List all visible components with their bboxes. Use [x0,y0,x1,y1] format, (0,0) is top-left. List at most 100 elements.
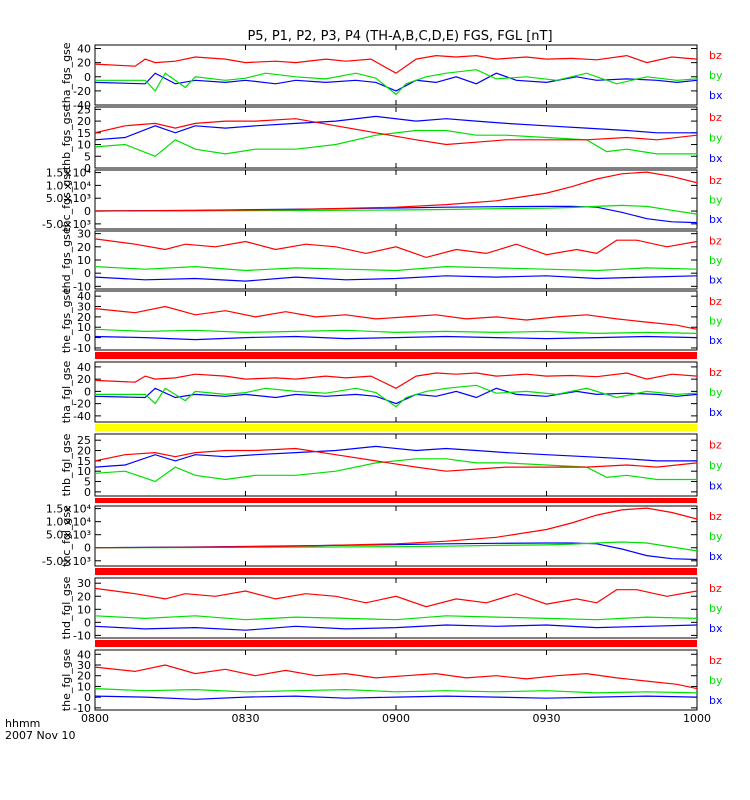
series-line-bz [95,171,697,212]
x-tick-label: 0930 [533,712,561,725]
legend-bz: bz [709,49,722,62]
panel-frame [94,44,698,106]
time-axis-date: 2007 Nov 10 [5,729,75,742]
legend-bz: bz [709,510,722,523]
y-tick-label: 40 [77,361,91,374]
y-tick-label: 25 [77,434,91,447]
legend-bz: bz [709,235,722,248]
panel-frame [94,577,698,639]
panel-frame [94,290,698,351]
series-group [95,664,697,700]
legend-bz: bz [709,654,722,667]
y-tick-label: 40 [77,43,91,56]
separator-bar [95,498,697,503]
y-tick-label: 20 [77,57,91,70]
y-tick-label: 20 [77,115,91,128]
series-line-bz [95,507,697,549]
y-tick-label: 1.0×10⁴ [46,516,92,529]
series-line-by [95,265,697,272]
y-axis-label: thb_fgl_gse [60,433,73,496]
y-tick-label: -5.0×10³ [42,218,91,231]
y-tick-label: 1.5×10⁴ [46,503,92,516]
y-tick-label: 15 [77,455,91,468]
separator-bar [95,568,697,575]
series-line-bx [95,275,697,282]
y-axis-label: tha_fgs_gse [60,42,73,107]
y-tick-label: 5.0×10³ [46,192,91,205]
y-tick-label: -10 [73,702,91,715]
y-tick-label: 10 [77,603,91,616]
y-tick-label: 0 [84,691,91,704]
panel-frame [94,361,698,423]
y-tick-label: 10 [77,254,91,267]
panel-frame [94,169,698,230]
legend-bx: bx [709,480,723,493]
series-group [95,54,697,96]
legend-by: by [709,674,723,687]
y-tick-label: -5.0×10³ [42,555,91,568]
y-tick-label: 20 [77,373,91,386]
series-line-bz [95,587,697,608]
series-group [95,372,697,408]
legend-bz: bz [709,295,722,308]
plot-title: P5, P1, P2, P3, P4 (TH-A,B,C,D,E) FGS, F… [247,29,552,44]
legend-by: by [709,194,723,207]
y-tick-label: 10 [77,465,91,478]
y-tick-label: 20 [77,241,91,254]
y-tick-label: -10 [73,342,91,355]
y-tick-label: 30 [77,577,91,590]
legend-by: by [709,69,723,82]
y-tick-label: 5 [84,150,91,163]
series-line-bx [95,387,697,405]
series-line-bx [95,335,697,341]
series-group [95,238,697,282]
y-tick-label: 40 [77,290,91,303]
y-tick-label: 30 [77,301,91,314]
y-tick-label: 0 [84,267,91,280]
panel-thc_fgs_gse: 1.5×10⁴1.0×10⁴5.0×10³0-5.0×10³thc_fgs_gs… [42,167,723,232]
y-tick-label: 0 [84,71,91,84]
panel-frame [94,433,698,497]
y-tick-label: 10 [77,680,91,693]
y-axis-label: the_fgl_gse [60,649,73,712]
legend-by: by [709,132,723,145]
legend-by: by [709,459,723,472]
y-axis-label: thd_fgs_gse [60,227,73,293]
legend-bx: bx [709,273,723,286]
series-group [95,305,697,341]
series-line-by [95,541,697,552]
series-line-by [95,615,697,621]
y-tick-label: 5.0×10³ [46,529,91,542]
y-tick-label: 40 [77,648,91,661]
series-line-by [95,458,697,483]
series-line-bz [95,664,697,690]
y-tick-label: 10 [77,139,91,152]
panel-frame [94,230,698,290]
legend-bx: bx [709,334,723,347]
series-line-by [95,384,697,408]
y-tick-label: -20 [73,85,91,98]
legend-bx: bx [709,550,723,563]
series-line-bz [95,238,697,259]
y-tick-label: -40 [73,99,91,112]
y-tick-label: 5 [84,476,91,489]
series-line-bx [95,624,697,631]
separator-bar [95,424,697,431]
series-group [95,115,697,157]
y-axis-label: thb_fgs_gse [60,105,73,171]
y-tick-label: 30 [77,228,91,241]
y-axis-label: thc_fgs_gse [60,167,73,232]
y-axis-label: tha_fgl_gse [60,361,73,424]
y-tick-label: 10 [77,321,91,334]
x-tick-label: 0800 [81,712,109,725]
y-tick-label: -40 [73,410,91,423]
series-group [95,445,697,483]
separator-bar [95,640,697,647]
x-tick-label: 0830 [232,712,260,725]
y-tick-label: -10 [73,629,91,642]
